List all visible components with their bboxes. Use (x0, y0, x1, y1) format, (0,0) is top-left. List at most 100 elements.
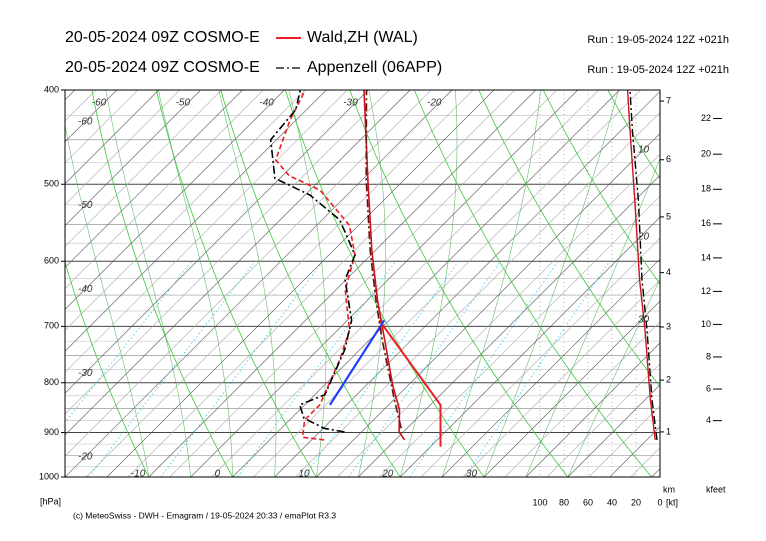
km-tick-label: 4 (666, 267, 671, 277)
isotherm-label: -40 (78, 284, 93, 295)
isotherm-label: 20 (381, 469, 394, 480)
mixing-ratio-line (160, 261, 324, 477)
km-tick-label: 6 (666, 154, 671, 164)
wind-tick-label: 0 (657, 497, 662, 507)
dewpoint-line (269, 90, 356, 433)
mixing-ratio-line (88, 261, 256, 477)
isotherm-label: -60 (92, 98, 107, 109)
kfeet-tick-label: 14 (701, 252, 711, 262)
plot-frame (64, 89, 661, 478)
isotherm (106, 90, 495, 477)
isotherm (85, 90, 474, 477)
isotherm-label: -30 (343, 98, 358, 109)
footer: (c) MeteoSwiss - DWH - Emagram / 19-05-2… (73, 510, 336, 520)
isotherm (65, 90, 243, 268)
isotherm-label: -30 (78, 368, 93, 379)
isotherm-label: -20 (78, 452, 93, 463)
dry-adiabat (65, 260, 150, 477)
mixing-ratio-line (237, 261, 397, 477)
background-grid (65, 90, 660, 477)
moist-adiabat (218, 90, 277, 477)
isotherm (190, 90, 578, 477)
wind-tick-label: 20 (631, 497, 641, 507)
isotherm (65, 90, 180, 206)
y-tick-label: 400 (44, 84, 59, 94)
run-info: Run : 19-05-2024 12Z +021h (587, 64, 729, 76)
isotherm (65, 90, 411, 436)
dry-adiabat (542, 90, 660, 285)
km-tick-label: 3 (666, 321, 671, 331)
isotherm (379, 195, 660, 477)
theta-w-label: 30 (638, 315, 650, 326)
wind-tick-label: 80 (559, 497, 569, 507)
isotherm (65, 90, 138, 164)
mixing-ratio-line (348, 261, 501, 477)
temperature-line (363, 90, 406, 441)
isotherm (169, 90, 557, 477)
profiles (269, 90, 658, 447)
isotherm (65, 90, 201, 227)
km-tick-label: 1 (666, 426, 671, 436)
axes: 100 80 60 40 20 0 [kt]1000900800700600500400[h… (39, 29, 729, 520)
moist-adiabat (158, 90, 233, 477)
isotherm (65, 90, 222, 247)
dewpoint-line (274, 90, 356, 441)
moist-adiabat (288, 90, 327, 477)
run-title: 20-05-2024 09Z COSMO-E (65, 59, 260, 76)
kfeet-tick-label: 20 (701, 149, 711, 159)
moist-adiabat (483, 90, 619, 477)
wind-tick-label: 60 (583, 497, 593, 507)
wind-axis-label: [kt] (666, 497, 678, 507)
legend-label: Appenzell (06APP) (307, 59, 442, 76)
isotherm (546, 363, 660, 477)
isotherm (358, 174, 660, 477)
temperature-line (365, 90, 402, 429)
run-info: Run : 19-05-2024 12Z +021h (587, 34, 729, 46)
moist-adiabat (65, 123, 150, 477)
isotherm (65, 90, 390, 415)
wind-tick-label: 100 (532, 497, 547, 507)
isotherm (127, 90, 516, 477)
y-axis-label: [hPa] (40, 496, 61, 506)
isotherm (567, 384, 660, 477)
kfeet-tick-label: 8 (706, 351, 711, 361)
y-tick-label: 700 (44, 321, 59, 331)
isotherm (399, 216, 660, 477)
isotherm (525, 342, 660, 477)
isotherm-label: -10 (131, 469, 146, 480)
theta-w-label: 10 (638, 145, 650, 156)
km-tick-label: 5 (666, 211, 671, 221)
y-tick-label: 600 (44, 256, 59, 266)
km-axis-label: km (663, 484, 675, 494)
isotherm-label: -20 (427, 98, 442, 109)
dry-adiabat (91, 90, 233, 477)
isotherm (462, 279, 660, 477)
moist-adiabat (525, 158, 660, 477)
isotherm (316, 132, 660, 477)
theta-w-label: 20 (637, 232, 650, 243)
kfeet-axis-label: kfeet (706, 484, 726, 494)
isotherm (65, 90, 159, 185)
y-tick-label: 800 (44, 377, 59, 387)
run-title: 20-05-2024 09Z COSMO-E (65, 29, 260, 46)
isotherm-label: 30 (466, 469, 478, 480)
moist-adiabat (441, 90, 541, 477)
dry-adiabat (220, 90, 401, 477)
isotherm-label: -60 (78, 116, 93, 127)
isotherm (148, 90, 537, 477)
isotherm (65, 90, 327, 352)
y-tick-label: 1000 (39, 471, 59, 481)
isotherm (65, 90, 348, 373)
kfeet-tick-label: 4 (706, 415, 711, 425)
kfeet-tick-label: 22 (701, 113, 711, 123)
isotherm (232, 90, 620, 477)
moist-adiabat (105, 90, 191, 477)
isotherm (441, 258, 660, 477)
kfeet-tick-label: 10 (701, 319, 711, 329)
wind-speed-line (629, 90, 658, 440)
isotherm-label: -50 (78, 200, 93, 211)
km-tick-label: 2 (666, 374, 671, 384)
dry-adiabat (284, 90, 485, 477)
